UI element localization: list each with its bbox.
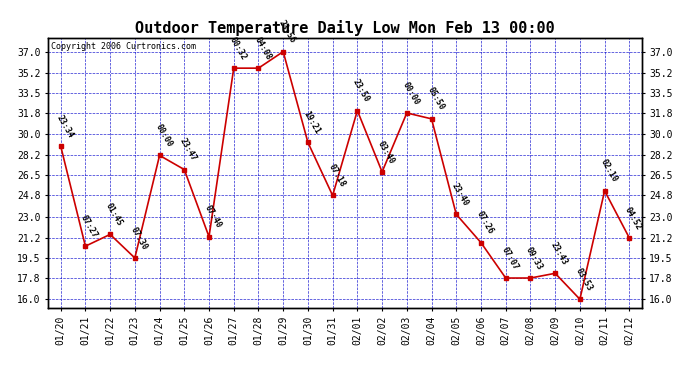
Text: 23:47: 23:47	[178, 136, 199, 163]
Text: 07:07: 07:07	[500, 245, 520, 271]
Text: 05:50: 05:50	[425, 86, 446, 112]
Text: 04:52: 04:52	[623, 205, 644, 231]
Text: 23:40: 23:40	[450, 182, 471, 208]
Text: 23:50: 23:50	[351, 78, 371, 104]
Text: 00:32: 00:32	[228, 35, 248, 62]
Text: 09:33: 09:33	[524, 245, 544, 271]
Text: 07:26: 07:26	[475, 210, 495, 236]
Text: 00:00: 00:00	[153, 123, 174, 148]
Text: 23:56: 23:56	[277, 19, 297, 45]
Title: Outdoor Temperature Daily Low Mon Feb 13 00:00: Outdoor Temperature Daily Low Mon Feb 13…	[135, 20, 555, 36]
Text: 03:40: 03:40	[376, 139, 396, 165]
Text: 04:08: 04:08	[253, 35, 273, 62]
Text: 19:21: 19:21	[302, 110, 322, 136]
Text: Copyright 2006 Curtronics.com: Copyright 2006 Curtronics.com	[51, 42, 196, 51]
Text: 00:00: 00:00	[401, 80, 421, 106]
Text: 07:30: 07:30	[128, 225, 149, 251]
Text: 23:43: 23:43	[549, 240, 569, 267]
Text: 07:18: 07:18	[326, 163, 347, 189]
Text: 23:34: 23:34	[55, 113, 75, 139]
Text: 01:45: 01:45	[104, 201, 124, 228]
Text: 03:53: 03:53	[573, 266, 594, 292]
Text: 07:40: 07:40	[203, 204, 223, 230]
Text: 07:27: 07:27	[79, 213, 99, 240]
Text: 02:10: 02:10	[598, 158, 619, 184]
